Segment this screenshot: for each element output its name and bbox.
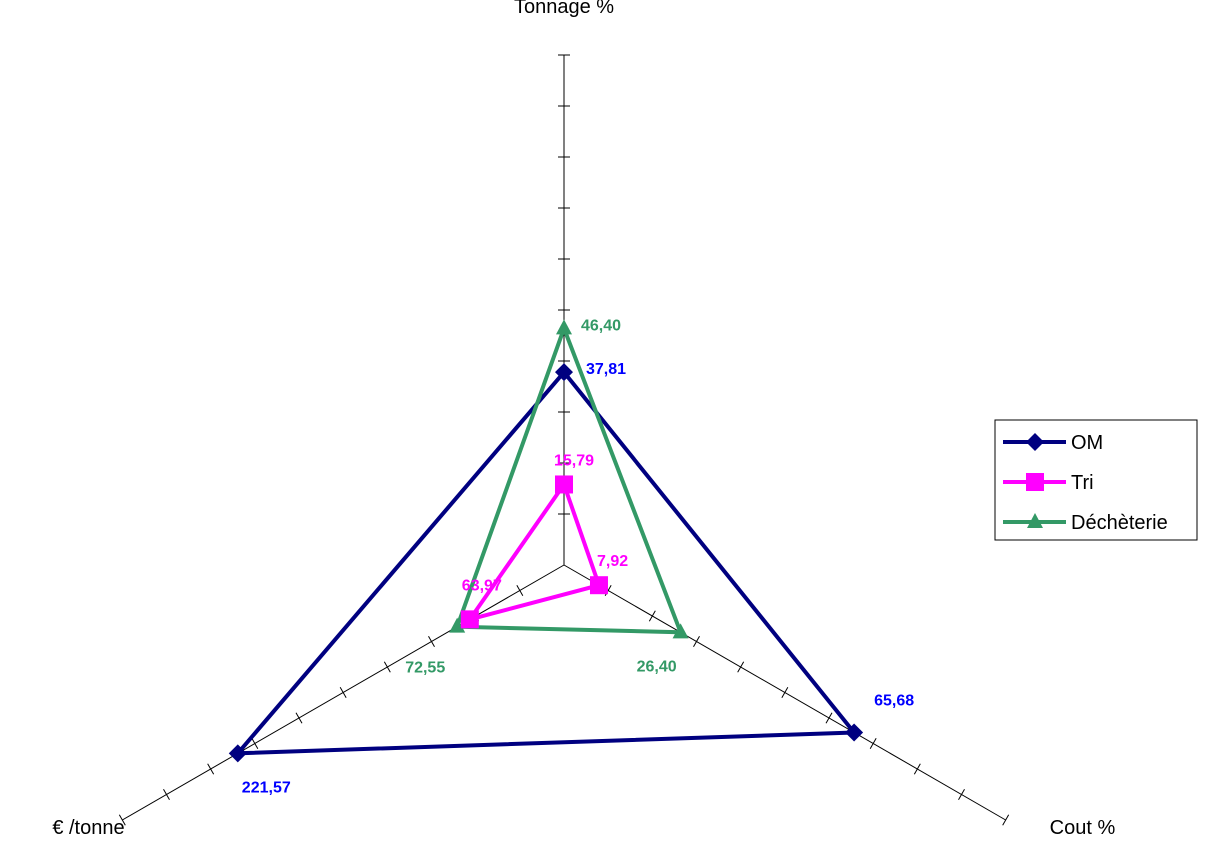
data-label-tri-3: 63,97 [462,577,502,594]
legend-label-tri: Tri [1071,472,1094,494]
data-label-déchèterie-1: 46,40 [581,317,621,334]
axis-tick [516,585,524,596]
legend-label-déchèterie: Déchèterie [1071,512,1168,534]
axis-tick [339,687,347,698]
data-label-om-2: 65,68 [874,693,914,710]
marker-tri-2 [589,576,608,595]
marker-déchèterie-1 [556,319,572,335]
axis-tick [913,763,921,775]
marker-déchèterie-2 [672,623,689,639]
axis-tick [383,661,391,673]
axis-tick [295,712,303,724]
axis-tick [118,814,126,826]
axis-title-3: € /tonne [52,817,124,839]
marker-om-1 [555,363,573,382]
axis-tick [648,610,656,622]
series-line-tri [465,480,602,623]
axis-tick [737,661,745,673]
axis-tick [163,789,170,800]
data-label-tri-1: 15,79 [554,453,594,470]
series-layer [228,319,864,763]
legend-marker-déchèterie [1027,513,1043,528]
axis-title-1: Tonnage % [514,0,614,18]
data-label-tri-2: 7,92 [597,553,628,570]
marker-om-3 [228,744,247,763]
series-line-déchèterie [454,322,684,635]
legend-marker-tri [1026,473,1044,491]
data-label-om-3: 221,57 [242,779,291,796]
axis-title-2: Cout % [1050,817,1116,839]
marker-tri-3 [460,610,479,629]
axis-tick [251,738,259,749]
data-label-déchèterie-3: 72,55 [405,660,445,677]
axis-tick [781,687,789,698]
axis-tick [825,712,833,724]
series-line-om [233,369,859,756]
axis-tick [428,636,435,647]
legend-label-om: OM [1071,432,1103,454]
axis-tick [693,636,700,647]
axes-layer: Tonnage % Cout % € /tonne [52,0,1115,839]
marker-om-2 [845,723,864,742]
data-label-om-1: 37,81 [586,361,626,378]
legend-marker-om [1026,433,1044,451]
axis-tick [1002,814,1010,826]
data-label-déchèterie-2: 26,40 [637,658,677,675]
axis-tick [869,738,877,749]
axis-tick [958,789,965,800]
axis-tick [207,763,215,775]
labels-layer: 37,81 65,68 221,57 15,79 7,92 63,97 46,40 26,40… [242,317,914,796]
marker-tri-1 [555,475,573,494]
marker-déchèterie-3 [449,617,466,633]
legend: OM Tri Déchèterie [994,419,1198,541]
